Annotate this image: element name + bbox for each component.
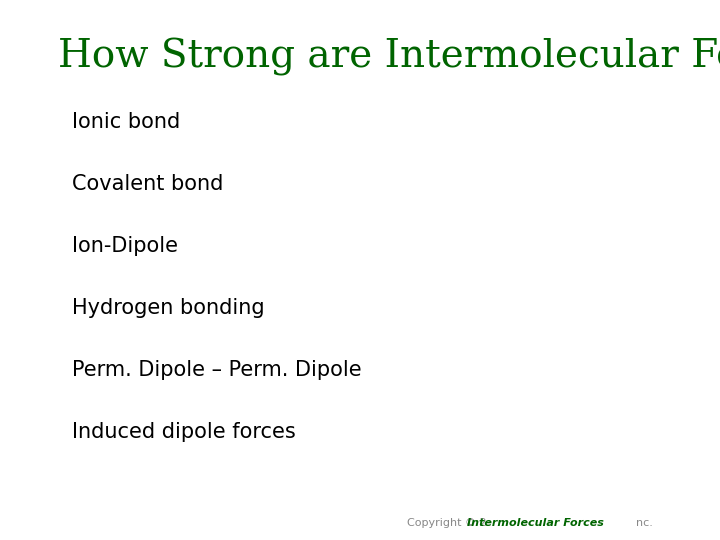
Text: How Strong are Intermolecular Forces ?: How Strong are Intermolecular Forces ? — [58, 38, 720, 76]
Text: Ion-Dipole: Ion-Dipole — [72, 235, 178, 256]
Text: Intermolecular Forces: Intermolecular Forces — [467, 518, 603, 528]
Text: Induced dipole forces: Induced dipole forces — [72, 422, 296, 442]
Text: Ionic bond: Ionic bond — [72, 111, 180, 132]
Text: Perm. Dipole – Perm. Dipole: Perm. Dipole – Perm. Dipole — [72, 360, 361, 380]
Text: Hydrogen bonding: Hydrogen bonding — [72, 298, 265, 318]
Text: nc.: nc. — [636, 518, 652, 528]
Text: Copyright © 2: Copyright © 2 — [407, 518, 487, 528]
Text: Covalent bond: Covalent bond — [72, 173, 223, 194]
